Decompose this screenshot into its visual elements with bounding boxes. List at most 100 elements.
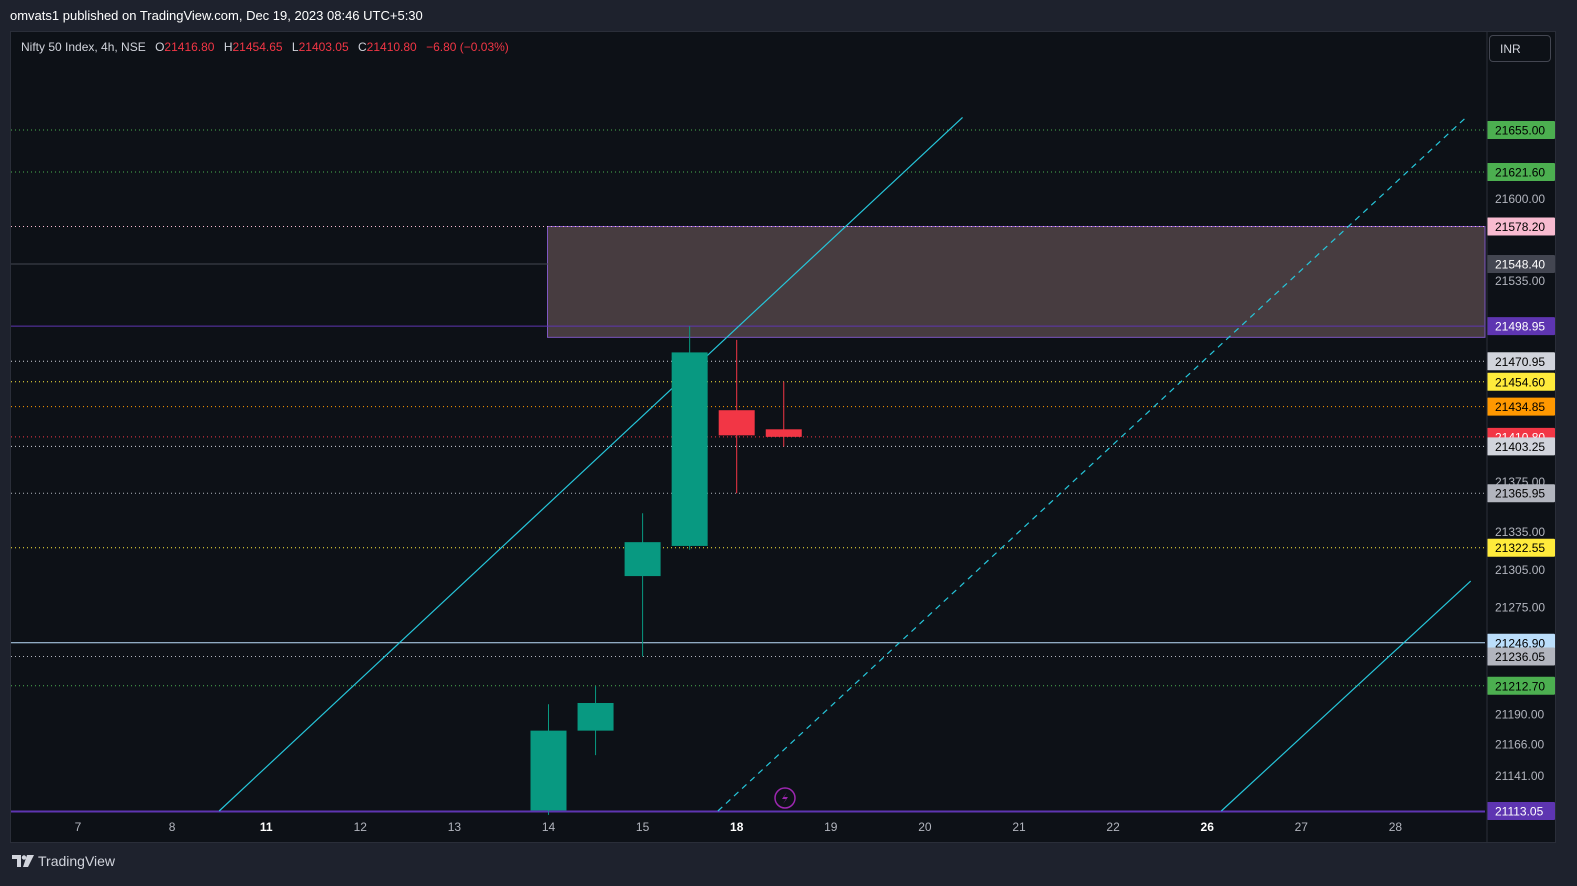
- price-badge-1: 21621.60: [1487, 162, 1555, 181]
- open-label: O: [155, 40, 165, 54]
- chart-panel[interactable]: 21600.00 21535.00 21375.00 21335.00 21305.00…: [10, 31, 1556, 843]
- price-level-labels: 21655.00 21621.60 21578.20 21548.40 21498.95…: [1487, 120, 1555, 820]
- price-badge-bg-14: [1487, 676, 1555, 695]
- price-badge-2: 21578.20: [1487, 217, 1555, 236]
- price-badge-11: 21322.55: [1487, 538, 1555, 557]
- candle-0: [530, 704, 567, 815]
- price-badge-text-6: 21454.60: [1495, 375, 1545, 389]
- y-tick-label-6: 21190.00: [1495, 707, 1544, 721]
- close-value: 21410.80: [366, 40, 417, 54]
- symbol-label[interactable]: Nifty 50 Index, 4h, NSE: [21, 40, 146, 54]
- x-axis: 7 8 11 12 13 14 15 18 19 20 21 22 26 27 28: [11, 32, 1488, 842]
- x-tick-label-2: 11: [260, 820, 273, 834]
- candle-body-5: [765, 429, 802, 437]
- x-tick-label-12: 26: [1201, 820, 1215, 834]
- price-badge-7: 21434.85: [1487, 397, 1555, 416]
- price-badge-text-14: 21212.70: [1495, 679, 1545, 693]
- channel-lines-layer: [218, 116, 1472, 812]
- price-badge-14: 21212.70: [1487, 676, 1555, 695]
- x-tick-label-5: 14: [542, 820, 556, 834]
- candle-body-0: [530, 730, 567, 811]
- price-badge-4: 21498.95: [1487, 317, 1555, 336]
- y-tick-label-8: 21141.00: [1495, 769, 1544, 783]
- price-badge-13: 21236.05: [1487, 647, 1555, 666]
- price-badge-3: 21548.40: [1487, 254, 1555, 273]
- price-badge-bg-4: [1487, 317, 1555, 336]
- price-badge-text-2: 21578.20: [1495, 220, 1545, 234]
- x-tick-label-1: 8: [169, 820, 176, 834]
- y-axis-ticks: 21600.0021535.0021375.0021335.0021305.00…: [1495, 192, 1545, 783]
- price-badge-text-7: 21434.85: [1495, 400, 1545, 414]
- candlestick-chart[interactable]: 21600.0021535.0021375.0021335.0021305.00…: [11, 32, 1556, 843]
- price-badge-text-13: 21236.05: [1495, 650, 1545, 664]
- price-badge-5: 21470.95: [1487, 352, 1555, 371]
- price-badge-6: 21454.60: [1487, 372, 1555, 391]
- ohlc-legend: Nifty 50 Index, 4h, NSE O21416.80 H21454…: [21, 40, 509, 54]
- x-tick-label-7: 18: [730, 820, 744, 834]
- price-badge-text-12: 21246.90: [1495, 636, 1545, 650]
- price-badge-bg-15: [1487, 802, 1555, 820]
- price-badge-bg-11: [1487, 538, 1555, 557]
- y-tick-label-5: 21275.00: [1495, 600, 1545, 614]
- published-header: omvats1 published on TradingView.com, De…: [10, 8, 423, 23]
- y-tick-label-1: 21535.00: [1495, 274, 1545, 288]
- low-value: 21403.05: [298, 40, 349, 54]
- price-badge-bg-6: [1487, 372, 1555, 391]
- tradingview-brand[interactable]: TradingView: [12, 853, 115, 869]
- x-tick-label-4: 13: [448, 820, 462, 834]
- price-badge-text-1: 21621.60: [1495, 165, 1545, 179]
- price-badge-9: 21403.25: [1487, 437, 1555, 456]
- candle-body-3: [671, 352, 708, 546]
- price-badge-text-10: 21365.95: [1495, 487, 1545, 501]
- brand-name: TradingView: [38, 853, 116, 869]
- price-levels-layer: [11, 129, 1485, 812]
- x-tick-label-0: 7: [75, 820, 82, 834]
- price-badge-text-9: 21403.25: [1495, 440, 1545, 454]
- candle-4: [718, 339, 755, 494]
- price-badge-bg-13: [1487, 647, 1555, 666]
- candle-1: [577, 686, 614, 756]
- price-badge-text-4: 21498.95: [1495, 320, 1545, 334]
- y-tick-label-3: 21335.00: [1495, 525, 1545, 539]
- supply-zone-layer: [547, 225, 1486, 338]
- price-badge-bg-3: [1487, 254, 1555, 273]
- x-tick-label-13: 27: [1295, 820, 1309, 834]
- candle-3: [671, 326, 708, 550]
- price-badge-bg-9: [1487, 437, 1555, 456]
- candle-2: [624, 513, 661, 657]
- price-badge-text-0: 21655.00: [1495, 123, 1545, 137]
- high-value: 21454.65: [232, 40, 283, 54]
- candle-body-1: [577, 702, 614, 731]
- supply-zone: [547, 225, 1486, 338]
- x-tick-label-3: 12: [354, 820, 368, 834]
- x-tick-label-6: 15: [636, 820, 650, 834]
- candles-layer: [530, 326, 802, 815]
- channel-line-1: [717, 116, 1467, 812]
- close-label: C: [358, 40, 367, 54]
- price-badge-bg-5: [1487, 352, 1555, 371]
- change-value: −6.80 (−0.03%): [426, 40, 509, 54]
- candle-body-4: [718, 410, 755, 436]
- price-badge-10: 21365.95: [1487, 484, 1555, 503]
- x-tick-label-11: 22: [1106, 820, 1120, 834]
- low-label: L: [291, 40, 299, 54]
- x-tick-label-8: 19: [824, 820, 838, 834]
- y-tick-label-0: 21600.00: [1495, 192, 1545, 206]
- candle-5: [765, 381, 802, 447]
- lightning-icon[interactable]: [774, 787, 796, 809]
- price-badge-0: 21655.00: [1487, 120, 1555, 139]
- price-badge-12: 21246.90: [1487, 633, 1555, 652]
- currency-button[interactable]: INR: [1489, 35, 1551, 62]
- x-tick-label-10: 21: [1012, 820, 1026, 834]
- price-badge-text-3: 21548.40: [1495, 257, 1545, 271]
- y-tick-label-7: 21166.00: [1495, 737, 1544, 751]
- price-badge-bg-7: [1487, 397, 1555, 416]
- x-tick-label-9: 20: [918, 820, 932, 834]
- channel-line-2: [1220, 580, 1472, 812]
- price-badge-bg-0: [1487, 120, 1555, 139]
- high-label: H: [223, 40, 233, 54]
- channel-line-0: [218, 116, 963, 812]
- price-badge-text-11: 21322.55: [1495, 541, 1545, 555]
- price-badge-15: 21113.05: [1487, 802, 1555, 820]
- open-value: 21416.80: [164, 40, 215, 54]
